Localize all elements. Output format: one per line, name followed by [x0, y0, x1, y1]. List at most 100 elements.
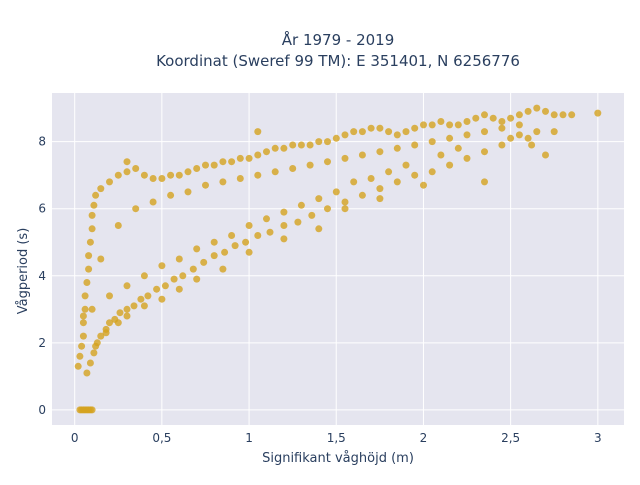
scatter-point — [524, 107, 532, 115]
scatter-point — [76, 352, 84, 360]
scatter-point — [83, 279, 91, 286]
x-tick-label: 2,5 — [501, 431, 520, 445]
scatter-point — [533, 104, 541, 112]
scatter-point — [515, 121, 523, 129]
chart-title-line1: År 1979 - 2019 — [282, 30, 395, 49]
scatter-point — [132, 165, 140, 172]
scatter-point — [533, 128, 541, 136]
scatter-point — [132, 205, 140, 213]
scatter-point — [315, 195, 323, 203]
scatter-point — [81, 305, 89, 313]
scatter-point — [402, 161, 410, 169]
scatter-point — [271, 144, 279, 152]
scatter-point — [86, 359, 94, 367]
scatter-point — [428, 121, 436, 129]
scatter-point — [481, 148, 488, 156]
scatter-point — [393, 131, 401, 139]
scatter-point — [254, 151, 262, 159]
scatter-point — [402, 128, 410, 136]
scatter-point — [454, 144, 462, 152]
scatter-point — [481, 178, 488, 186]
scatter-point — [315, 138, 323, 146]
scatter-point — [242, 238, 250, 246]
scatter-point — [97, 255, 105, 263]
scatter-point — [294, 218, 302, 226]
scatter-point — [158, 295, 166, 303]
scatter-point — [123, 305, 131, 313]
scatter-point — [332, 134, 340, 142]
scatter-point — [219, 158, 227, 166]
scatter-point — [193, 245, 201, 253]
scatter-point — [123, 282, 131, 290]
scatter-point — [308, 211, 316, 219]
scatter-point — [376, 195, 384, 203]
scatter-point — [550, 111, 558, 119]
scatter-point — [437, 151, 445, 159]
y-tick-label: 8 — [38, 135, 46, 149]
scatter-point — [97, 332, 105, 340]
scatter-point — [289, 165, 297, 172]
scatter-point — [236, 175, 244, 182]
scatter-point — [179, 272, 187, 280]
scatter-point — [280, 222, 288, 229]
scatter-point — [515, 111, 523, 119]
scatter-point — [184, 168, 192, 176]
x-axis-ticks: 0 0,5 1 1,5 2 2,5 3 — [71, 431, 602, 445]
scatter-point — [306, 141, 314, 149]
scatter-point — [289, 141, 297, 149]
x-tick-label: 3 — [594, 431, 602, 445]
scatter-point — [411, 124, 419, 132]
scatter-point — [228, 158, 236, 166]
scatter-point — [92, 342, 100, 350]
scatter-point — [420, 181, 427, 189]
scatter-point — [175, 285, 183, 293]
scatter-point — [88, 406, 96, 414]
scatter-point — [463, 131, 471, 139]
scatter-point — [454, 121, 462, 129]
scatter-point — [228, 232, 236, 239]
scatter-point — [254, 171, 262, 179]
scatter-point — [97, 185, 105, 193]
scatter-point — [245, 222, 253, 229]
scatter-point — [280, 208, 288, 216]
scatter-point — [245, 154, 253, 162]
scatter-point — [481, 111, 488, 119]
scatter-point — [106, 319, 113, 327]
scatter-point — [463, 154, 471, 162]
x-tick-label: 2 — [420, 431, 428, 445]
scatter-point — [498, 124, 506, 132]
scatter-point — [446, 161, 454, 169]
scatter-point — [515, 131, 523, 139]
scatter-point — [297, 141, 305, 149]
scatter-point — [114, 222, 122, 229]
scatter-point — [341, 131, 349, 139]
scatter-point — [161, 282, 169, 290]
scatter-point — [123, 168, 131, 176]
scatter-point — [341, 198, 349, 206]
scatter-point — [86, 238, 94, 246]
scatter-point — [420, 121, 427, 129]
scatter-point — [210, 161, 218, 169]
scatter-point — [90, 349, 98, 357]
scatter-point — [559, 111, 567, 119]
scatter-point — [200, 258, 208, 266]
scatter-point — [153, 285, 161, 293]
y-tick-label: 2 — [38, 336, 46, 350]
scatter-point — [280, 235, 288, 243]
x-tick-label: 0,5 — [152, 431, 171, 445]
scatter-point — [90, 201, 98, 209]
scatter-point — [528, 141, 536, 149]
scatter-point — [263, 215, 270, 223]
scatter-point — [114, 319, 122, 327]
scatter-point — [140, 302, 148, 310]
scatter-point — [144, 292, 152, 300]
scatter-point — [81, 292, 89, 300]
scatter-point — [367, 124, 375, 132]
scatter-point — [507, 134, 515, 142]
scatter-point — [149, 175, 157, 182]
scatter-point — [524, 134, 532, 142]
y-axis-ticks: 0 2 4 6 8 — [38, 135, 46, 417]
scatter-point — [88, 225, 96, 233]
